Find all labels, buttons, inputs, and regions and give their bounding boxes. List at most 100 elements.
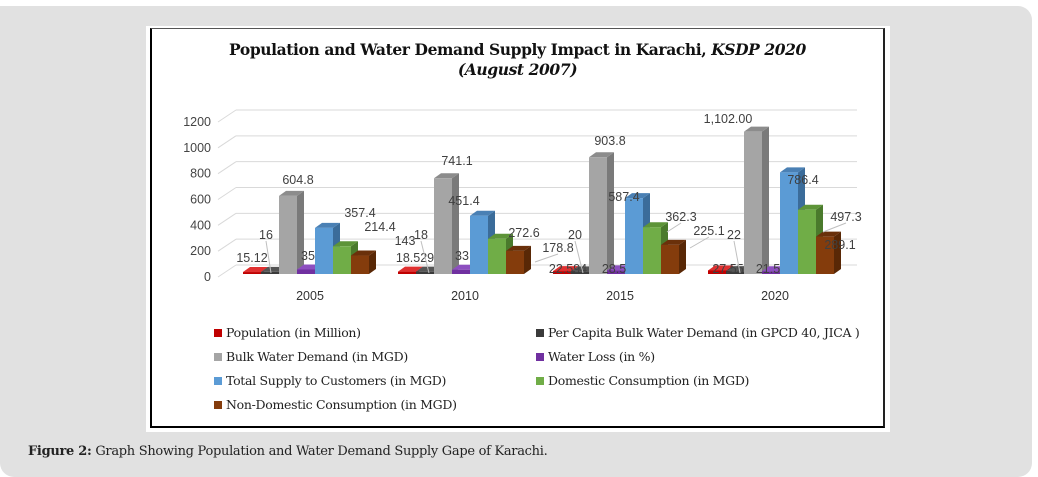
bar-top	[625, 193, 650, 199]
y-tick-label: 0	[204, 270, 211, 284]
data-label-leader	[265, 240, 272, 274]
data-label: 903.8	[594, 134, 625, 148]
data-label: 741.1	[441, 154, 472, 168]
data-label: 357.4	[344, 206, 375, 220]
bar	[243, 272, 261, 274]
bar-top	[434, 173, 459, 179]
bar	[798, 209, 816, 274]
legend-label: Domestic Consumption (in MGD)	[548, 373, 750, 388]
gridline-side	[217, 238, 237, 252]
bar-top	[351, 250, 376, 256]
bar	[434, 178, 452, 274]
data-label-leader	[420, 240, 430, 274]
legend-item: Non-Domestic Consumption (in MGD)	[214, 397, 457, 412]
gridline-side	[217, 135, 237, 149]
data-label: 362.3	[665, 210, 696, 224]
data-label: 497.3	[830, 210, 861, 224]
bar	[351, 255, 369, 274]
data-label: 35	[301, 249, 315, 263]
data-label: 214.4	[364, 220, 395, 234]
data-label: 21.5	[756, 262, 780, 276]
gridline-side	[217, 264, 237, 278]
bar-top	[816, 231, 841, 237]
data-label-leader	[534, 253, 559, 263]
legend-label: Bulk Water Demand (in MGD)	[226, 349, 408, 364]
legend-swatch	[536, 352, 544, 361]
gridline-side	[217, 212, 237, 226]
bar	[780, 172, 798, 274]
bar-side	[524, 245, 531, 274]
data-label: 178.8	[542, 241, 573, 255]
legend-swatch	[536, 376, 544, 385]
data-label: 225.1	[693, 224, 724, 238]
legend-item: Bulk Water Demand (in MGD)	[214, 349, 408, 364]
chart-title: Population and Water Demand Supply Impac…	[150, 40, 885, 80]
data-label: 289.1	[824, 238, 855, 252]
data-label: 604.8	[282, 173, 313, 187]
data-label: 451.4	[448, 194, 479, 208]
bar	[708, 270, 726, 274]
legend-label: Non-Domestic Consumption (in MGD)	[226, 397, 457, 412]
legend-swatch	[214, 328, 222, 337]
bar	[762, 271, 780, 274]
data-label: 272.6	[508, 226, 539, 240]
legend-item: Domestic Consumption (in MGD)	[536, 373, 749, 388]
data-label-leader	[733, 240, 741, 274]
x-tick-label: 2005	[296, 289, 324, 303]
data-label: 16	[259, 228, 273, 242]
data-label: 18	[414, 228, 428, 242]
legend-swatch	[214, 376, 222, 385]
bar	[726, 271, 744, 274]
legend-swatch	[214, 400, 222, 409]
data-label: 18.529	[396, 251, 434, 265]
y-tick-label: 1000	[183, 141, 211, 155]
bar-top	[279, 190, 304, 196]
bar	[816, 236, 834, 274]
bar	[553, 271, 571, 274]
data-label: 587.4	[608, 190, 639, 204]
data-label-leader	[822, 222, 847, 233]
bar	[625, 198, 643, 274]
bar-top	[333, 241, 358, 247]
data-label: 22	[727, 228, 741, 242]
legend-item: Population (in Million)	[214, 325, 361, 340]
chart-title-main: Population and Water Demand Supply Impac…	[229, 40, 712, 59]
data-label: 22.594	[549, 262, 587, 276]
caption-text: Graph Showing Population and Water Deman…	[91, 444, 548, 459]
bar	[315, 227, 333, 274]
bar	[571, 271, 589, 274]
bar-top	[643, 222, 668, 228]
data-label: 786.4	[787, 173, 818, 187]
bar-side	[834, 231, 841, 274]
bar-top	[780, 167, 805, 173]
figure-caption: Figure 2: Graph Showing Population and W…	[28, 444, 548, 459]
bar-top	[398, 266, 423, 272]
data-label: 28.5	[602, 262, 626, 276]
gridline-side	[217, 161, 237, 175]
bar-side	[297, 190, 304, 274]
bar-top	[798, 204, 823, 210]
legend-item: Per Capita Bulk Water Demand (in GPCD 40…	[536, 325, 860, 340]
bar	[452, 269, 470, 274]
legend-swatch	[214, 352, 222, 361]
legend-label: Per Capita Bulk Water Demand (in GPCD 40…	[548, 325, 860, 340]
data-label: 33	[455, 249, 469, 263]
legend-item: Water Loss (in %)	[536, 349, 655, 364]
bar	[589, 157, 607, 274]
data-label-leader	[574, 240, 584, 274]
data-label: 1,102.00	[704, 112, 753, 126]
legend-label: Water Loss (in %)	[548, 349, 655, 364]
bar-top	[744, 126, 769, 132]
bar	[416, 271, 434, 274]
gridline-side	[217, 187, 237, 200]
bar-top	[553, 266, 578, 272]
y-tick-label: 600	[190, 193, 211, 207]
bar-top	[315, 222, 340, 228]
y-tick-label: 800	[190, 167, 211, 181]
bar-side	[762, 126, 769, 275]
data-label: 27.55	[712, 262, 743, 276]
bar-side	[607, 152, 614, 274]
y-tick-label: 1200	[183, 115, 211, 129]
bar	[279, 195, 297, 274]
